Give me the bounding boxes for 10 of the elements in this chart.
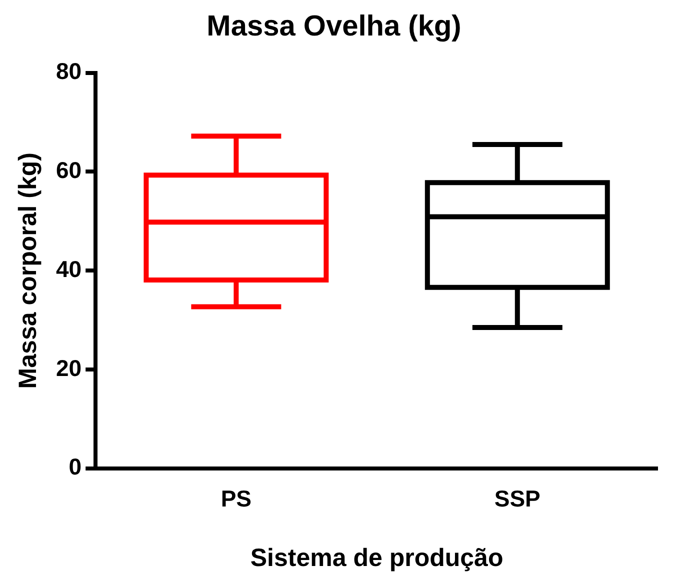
y-tick-label: 40 <box>56 256 82 282</box>
x-tick-label: PS <box>220 486 252 512</box>
y-tick-label: 80 <box>56 58 82 84</box>
x-axis-title: Sistema de produção <box>250 544 504 572</box>
x-tick-label: SSP <box>494 486 540 512</box>
y-tick-label: 20 <box>56 354 82 381</box>
y-axis-title: Massa corporal (kg) <box>14 152 42 389</box>
y-tick-label: 0 <box>68 454 82 480</box>
y-tick-label: 60 <box>56 157 82 184</box>
chart-title: Massa Ovelha (kg) <box>206 10 462 42</box>
